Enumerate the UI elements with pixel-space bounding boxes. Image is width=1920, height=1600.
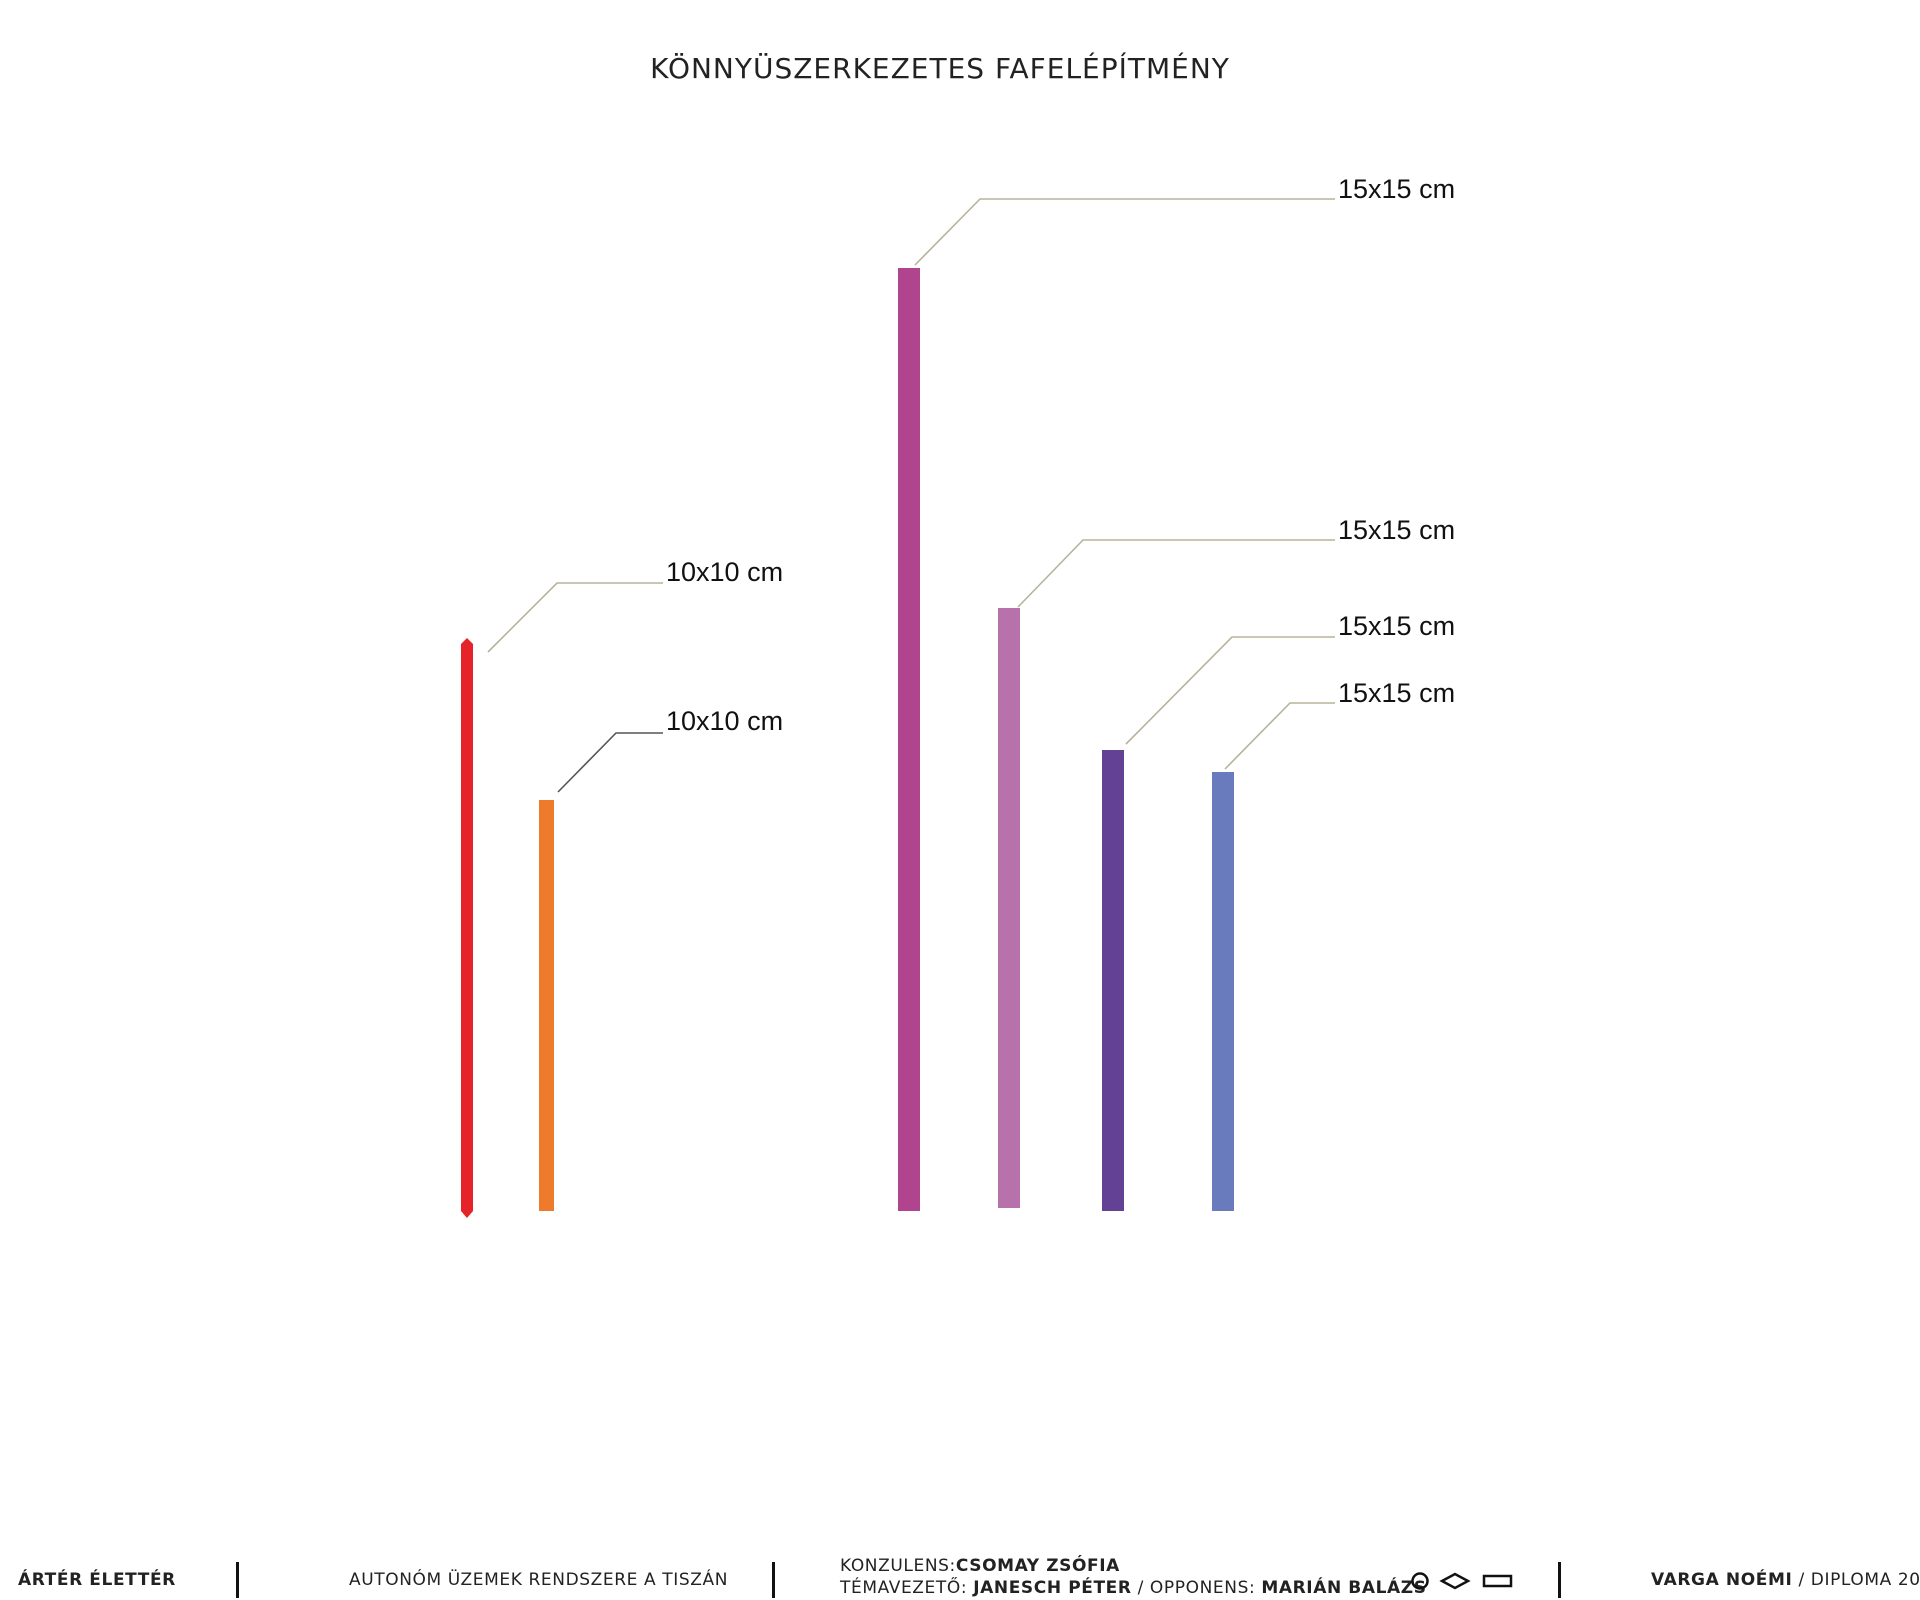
leader-line-4	[1017, 539, 1335, 608]
leader-line-3	[914, 198, 1335, 266]
member-label-1: 10x10 cm	[666, 557, 783, 587]
project-subtitle: AUTONÓM ÜZEMEK RENDSZERE A TISZÁN	[349, 1570, 729, 1590]
leader-line-2	[557, 732, 663, 793]
member-label-4: 15x15 cm	[1338, 515, 1455, 545]
leader-line-1	[487, 582, 663, 653]
post-4	[998, 608, 1020, 1208]
post-6	[1212, 772, 1234, 1211]
circle-icon	[1411, 1572, 1429, 1590]
temavezeto-name: JANESCH PÉTER	[973, 1578, 1132, 1598]
post-5	[1102, 750, 1124, 1211]
logo-symbols	[1411, 1572, 1513, 1590]
diamond-icon	[1439, 1572, 1471, 1590]
member-label-6: 15x15 cm	[1338, 678, 1455, 708]
temavezeto-line: TÉMAVEZETŐ: JANESCH PÉTER / OPPONENS: MA…	[840, 1578, 1427, 1598]
page-title: KÖNNYÜSZERKEZETES FAFELÉPÍTMÉNY	[650, 52, 1230, 85]
rectangle-icon	[1482, 1574, 1513, 1588]
opponens-name: MARIÁN BALÁZS	[1261, 1578, 1427, 1598]
post-3	[898, 268, 920, 1211]
leader-line-6	[1224, 702, 1335, 770]
author-line: VARGA NOÉMI / DIPLOMA 2013	[1651, 1570, 1920, 1590]
project-name: ÁRTÉR ÉLETTÉR	[18, 1570, 176, 1590]
member-label-5: 15x15 cm	[1338, 611, 1455, 641]
diploma-text: / DIPLOMA 2013	[1798, 1570, 1920, 1590]
author-name: VARGA NOÉMI	[1651, 1570, 1793, 1590]
konzulens-label: KONZULENS:	[840, 1556, 956, 1576]
member-label-2: 10x10 cm	[666, 706, 783, 736]
footer-divider	[236, 1562, 239, 1598]
post-2	[539, 800, 554, 1211]
member-label-3: 15x15 cm	[1338, 174, 1455, 204]
post-1	[461, 638, 473, 1218]
temavezeto-label: TÉMAVEZETŐ:	[840, 1578, 968, 1598]
opponens-label: / OPPONENS:	[1137, 1578, 1256, 1598]
konzulens-name: CSOMAY ZSÓFIA	[955, 1556, 1120, 1576]
leader-line-5	[1125, 636, 1335, 745]
timber-members-diagram: 10x10 cm 10x10 cm 15x15 cm 15x15 cm 15x1…	[461, 174, 1455, 1218]
footer-divider	[772, 1562, 775, 1598]
konzulens-line: KONZULENS:CSOMAY ZSÓFIA	[840, 1556, 1120, 1576]
footer-divider	[1558, 1562, 1561, 1598]
